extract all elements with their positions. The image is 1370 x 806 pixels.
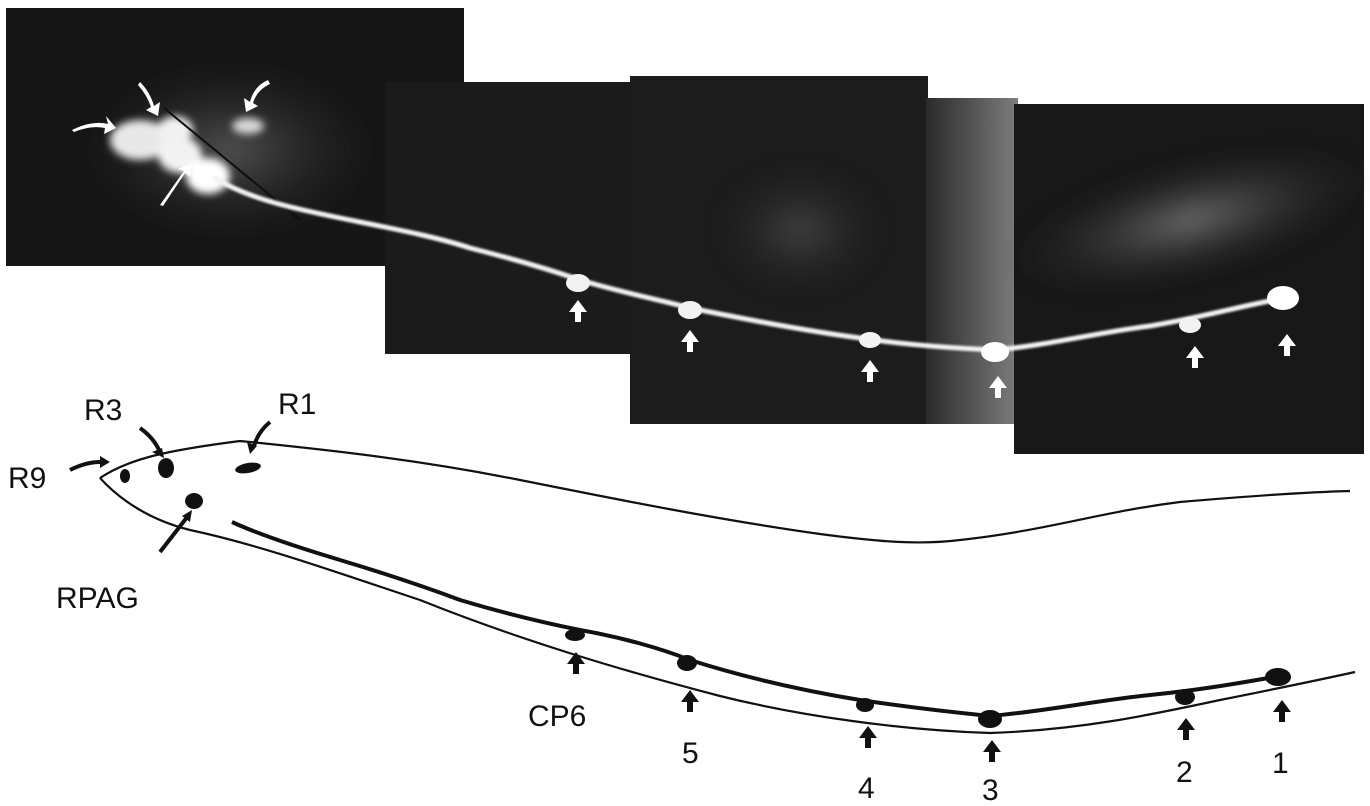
varicosity-cp6 <box>565 629 585 641</box>
label-2: 2 <box>1176 756 1193 789</box>
arrow-up-icon <box>859 726 877 748</box>
soma-cluster <box>110 116 264 194</box>
arrow-r1-icon <box>252 420 272 447</box>
label-5: 5 <box>682 737 699 770</box>
photo-arrow-up-icon <box>681 330 699 352</box>
photo-arrows <box>72 80 1296 398</box>
photo-curved-arrow-icon <box>244 80 270 112</box>
varicosity-2 <box>1175 689 1195 705</box>
label-r3: R3 <box>84 394 122 427</box>
varicosity-4 <box>856 698 874 712</box>
arrow-up-icon <box>1273 700 1291 722</box>
label-3: 3 <box>982 774 999 806</box>
arrow-up-icon <box>567 652 585 674</box>
axon-tracing <box>231 520 1281 719</box>
photomontage <box>6 8 1370 454</box>
body-outline-upper <box>99 439 1351 544</box>
cell-r1 <box>235 462 261 474</box>
photo-arrow-up-icon <box>1278 334 1296 356</box>
arrow-rpag-icon <box>158 514 190 554</box>
arrow-r9-icon <box>69 460 101 472</box>
body-outline-lower <box>99 477 1356 735</box>
varicosity-3 <box>978 710 1002 728</box>
cell-r9 <box>120 469 130 483</box>
photo-arrow-up-icon <box>1186 346 1204 368</box>
label-r1: R1 <box>278 388 316 421</box>
labels: R3 R1 R9 RPAG CP6 5 4 3 2 1 <box>8 388 1289 806</box>
photo-arrow-up-icon <box>861 360 879 382</box>
varicosity-1 <box>1265 668 1291 686</box>
label-r9: R9 <box>8 462 46 495</box>
tracing-arrows <box>69 420 1291 762</box>
tracing <box>99 439 1356 735</box>
arrow-up-icon <box>681 690 699 712</box>
label-4: 4 <box>858 772 875 805</box>
photo-arrow-up-icon <box>989 376 1007 398</box>
photo-arrow-icon <box>160 163 192 206</box>
arrow-r3-icon <box>138 426 162 453</box>
axon-fluorescent <box>212 175 1299 362</box>
cell-rpag <box>185 493 203 509</box>
label-1: 1 <box>1272 747 1289 780</box>
varicosity-5 <box>677 655 697 671</box>
photo-curved-arrow-icon <box>138 82 160 116</box>
tracing-cells <box>120 458 1291 728</box>
arrow-up-icon <box>1177 718 1195 740</box>
label-cp6: CP6 <box>528 700 586 733</box>
photo-curved-arrow-icon <box>72 116 116 134</box>
photo-arrow-up-icon <box>569 300 587 322</box>
cell-r3 <box>158 458 174 478</box>
label-rpag: RPAG <box>56 582 139 615</box>
arrow-up-icon <box>983 740 1001 762</box>
photo-panel-4 <box>926 98 1018 424</box>
